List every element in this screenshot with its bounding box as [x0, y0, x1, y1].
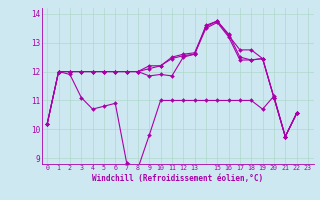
X-axis label: Windchill (Refroidissement éolien,°C): Windchill (Refroidissement éolien,°C) [92, 174, 263, 183]
